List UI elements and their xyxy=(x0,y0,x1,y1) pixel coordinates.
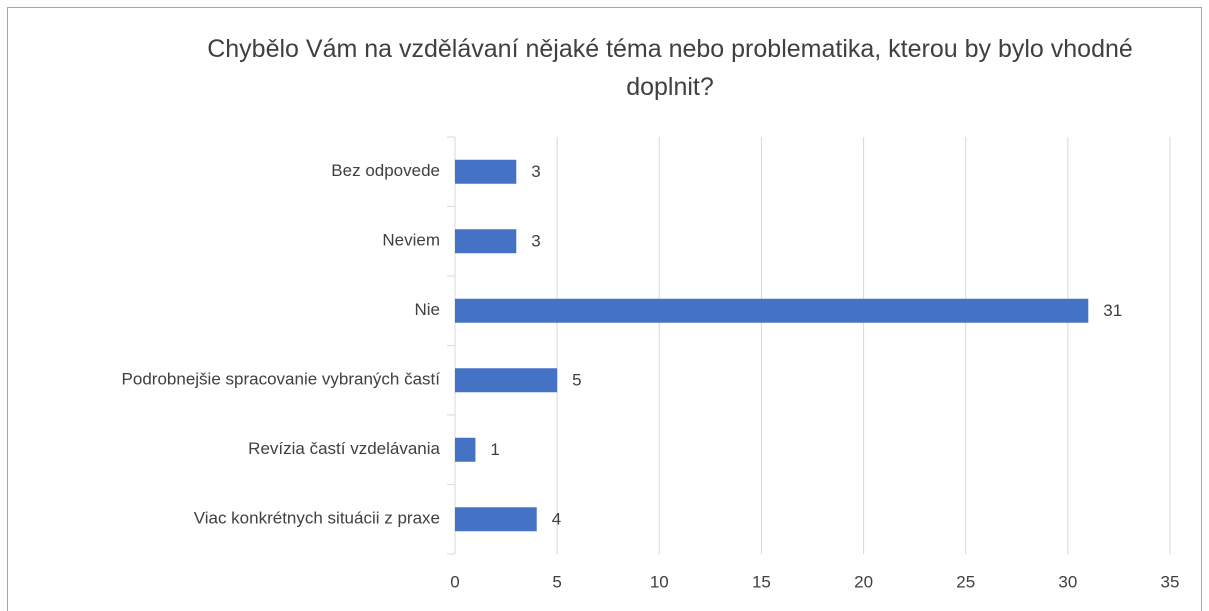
x-tick-label: 15 xyxy=(752,572,771,591)
bar xyxy=(455,229,517,254)
x-tick-label: 10 xyxy=(650,572,669,591)
y-tick-label: Neviem xyxy=(382,231,440,250)
y-tick-label: Bez odpovede xyxy=(331,161,440,180)
data-label: 4 xyxy=(552,510,561,529)
bar xyxy=(455,298,1089,323)
chart-title: Chybělo Vám na vzdělávaní nějaké téma ne… xyxy=(207,35,1133,101)
bar xyxy=(455,159,517,184)
x-tick-label: 5 xyxy=(552,572,561,591)
data-label: 1 xyxy=(490,440,499,459)
x-tick-label: 20 xyxy=(854,572,873,591)
x-tick-label: 30 xyxy=(1058,572,1077,591)
y-tick-label: Podrobnejšie spracovanie vybraných častí xyxy=(122,370,441,389)
bar xyxy=(455,507,537,532)
x-tick-label: 0 xyxy=(450,572,459,591)
y-tick-label: Viac konkrétnych situácii z praxe xyxy=(194,509,440,528)
data-label: 3 xyxy=(531,232,540,251)
x-tick-label: 35 xyxy=(1161,572,1180,591)
y-tick-label: Revízia častí vzdelávania xyxy=(248,439,440,458)
data-label: 3 xyxy=(531,162,540,181)
y-tick-label: Nie xyxy=(414,300,440,319)
bar xyxy=(455,437,476,462)
x-tick-label: 25 xyxy=(956,572,975,591)
data-label: 5 xyxy=(572,371,581,390)
chart-frame xyxy=(7,7,1202,611)
bar xyxy=(455,368,558,393)
data-label: 31 xyxy=(1103,301,1122,320)
